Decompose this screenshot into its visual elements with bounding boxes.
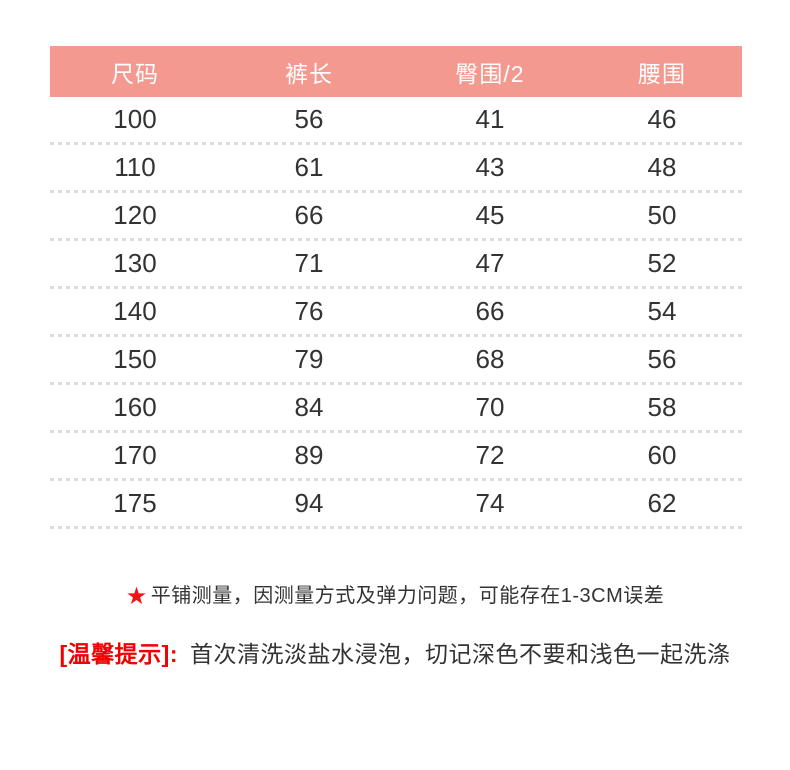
cell-hip: 68 [475,344,505,374]
table-row: 170 89 72 60 [50,433,742,481]
cell-hip: 74 [475,488,505,518]
cell-pants-length: 94 [294,488,324,518]
warm-tip-text: 首次清洗淡盐水浸泡，切记深色不要和浅色一起洗涤 [189,641,731,667]
header-cell-size: 尺码 [111,60,159,87]
cell-size: 140 [113,296,157,326]
cell-pants-length: 89 [294,440,324,470]
cell-pants-length: 66 [294,200,324,230]
measure-note: ★ 平铺测量，因测量方式及弹力问题，可能存在1-3CM误差 [0,579,790,611]
cell-hip: 72 [475,440,505,470]
cell-size: 170 [113,440,157,470]
cell-waist: 60 [647,440,677,470]
cell-size: 130 [113,248,157,278]
cell-pants-length: 76 [294,296,324,326]
star-icon: ★ [125,583,148,610]
cell-size: 150 [113,344,157,374]
cell-waist: 50 [647,200,677,230]
cell-waist: 62 [647,488,677,518]
cell-pants-length: 71 [294,248,324,278]
cell-size: 120 [113,200,157,230]
cell-waist: 52 [647,248,677,278]
cell-size: 100 [113,104,157,134]
table-row: 110 61 43 48 [50,145,742,193]
cell-hip: 41 [475,104,505,134]
warm-tip-label: [温馨提示]: [59,641,178,667]
cell-pants-length: 61 [294,152,324,182]
cell-size: 110 [114,152,156,182]
cell-waist: 46 [647,104,677,134]
cell-waist: 56 [647,344,677,374]
cell-pants-length: 84 [294,392,324,422]
cell-waist: 54 [647,296,677,326]
size-table: 尺码 裤长 臀围/2 腰围 100 56 41 46 110 61 43 48 … [50,46,742,529]
size-table-header-row: 尺码 裤长 臀围/2 腰围 [50,46,742,97]
cell-hip: 45 [475,200,505,230]
warm-tip: [温馨提示]: 首次清洗淡盐水浸泡，切记深色不要和浅色一起洗涤 [0,635,790,669]
cell-hip: 66 [475,296,505,326]
cell-hip: 43 [475,152,505,182]
cell-hip: 70 [475,392,505,422]
table-row: 120 66 45 50 [50,193,742,241]
cell-pants-length: 79 [294,344,324,374]
table-row: 150 79 68 56 [50,337,742,385]
header-cell-hip: 臀围/2 [455,60,525,87]
header-cell-pants-length: 裤长 [285,60,333,87]
cell-hip: 47 [475,248,505,278]
table-row: 100 56 41 46 [50,97,742,145]
table-row: 175 94 74 62 [50,481,742,529]
measure-note-text: 平铺测量，因测量方式及弹力问题，可能存在1-3CM误差 [150,585,665,607]
table-row: 130 71 47 52 [50,241,742,289]
table-row: 160 84 70 58 [50,385,742,433]
cell-size: 160 [113,392,157,422]
table-row: 140 76 66 54 [50,289,742,337]
cell-waist: 48 [647,152,677,182]
cell-waist: 58 [647,392,677,422]
header-cell-waist: 腰围 [638,60,686,87]
size-chart-page: 尺码 裤长 臀围/2 腰围 100 56 41 46 110 61 43 48 … [0,46,790,770]
cell-size: 175 [113,488,157,518]
cell-pants-length: 56 [294,104,324,134]
